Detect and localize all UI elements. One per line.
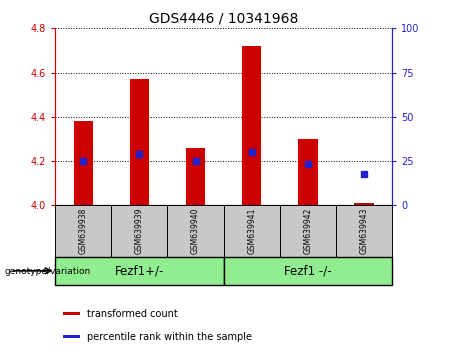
- Text: GSM639941: GSM639941: [247, 208, 256, 254]
- Bar: [280, 205, 336, 257]
- Text: GSM639940: GSM639940: [191, 208, 200, 254]
- Bar: [63, 312, 80, 315]
- Title: GDS4446 / 10341968: GDS4446 / 10341968: [149, 12, 298, 26]
- Text: percentile rank within the sample: percentile rank within the sample: [88, 332, 253, 342]
- Bar: [112, 205, 167, 257]
- Bar: [130, 79, 149, 205]
- Bar: [336, 205, 392, 257]
- Text: GSM639943: GSM639943: [359, 208, 368, 254]
- Text: GSM639942: GSM639942: [303, 208, 312, 254]
- Bar: [242, 46, 261, 205]
- Text: GSM639939: GSM639939: [135, 208, 144, 254]
- Text: Fezf1 -/-: Fezf1 -/-: [284, 264, 331, 277]
- Bar: [224, 257, 392, 285]
- Bar: [55, 257, 224, 285]
- Bar: [354, 203, 373, 205]
- Text: transformed count: transformed count: [88, 309, 178, 319]
- Bar: [298, 139, 318, 205]
- Bar: [224, 205, 280, 257]
- Bar: [167, 205, 224, 257]
- Text: GSM639938: GSM639938: [79, 208, 88, 254]
- Bar: [74, 121, 93, 205]
- Bar: [186, 148, 205, 205]
- Text: genotype/variation: genotype/variation: [5, 267, 91, 276]
- Bar: [55, 205, 112, 257]
- Bar: [63, 335, 80, 338]
- Text: Fezf1+/-: Fezf1+/-: [115, 264, 164, 277]
